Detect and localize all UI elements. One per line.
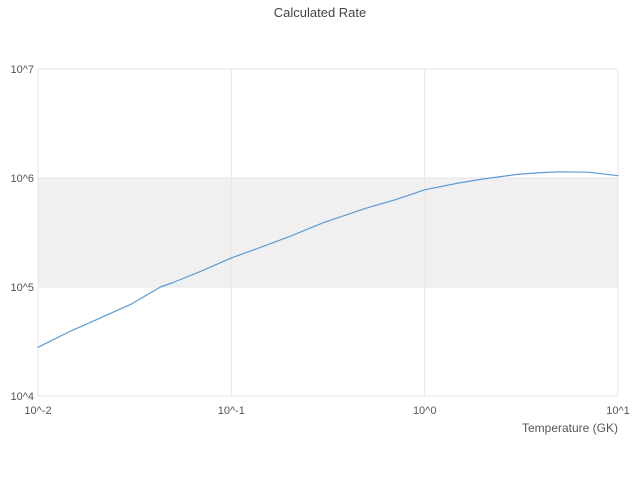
x-tick-label: 10^-1 (218, 405, 245, 417)
series-line-calculated-rate (37, 171, 619, 348)
y-tick-label: 10^5 (10, 282, 34, 294)
x-tick-label: 10^1 (606, 405, 630, 417)
y-tick-label: 10^6 (10, 173, 34, 185)
chart-title: Calculated Rate (273, 5, 367, 20)
y-tick-label: 10^7 (10, 64, 34, 76)
shaded-band (38, 178, 618, 287)
x-axis-label: Temperature (GK) (521, 421, 618, 435)
x-tick-label: 10^0 (413, 405, 437, 417)
x-tick-label: 10^-2 (24, 405, 51, 417)
y-tick-label: 10^4 (10, 391, 34, 403)
